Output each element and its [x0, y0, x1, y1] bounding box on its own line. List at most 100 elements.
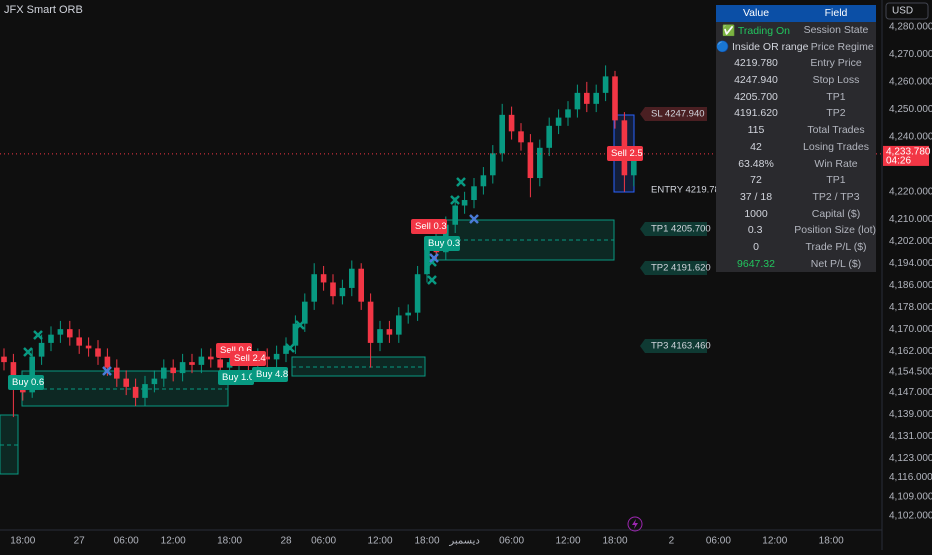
candle-body	[179, 362, 186, 374]
y-tick-label: 4,102.000	[889, 511, 932, 522]
trade-tag	[607, 146, 643, 161]
candle-body	[386, 329, 393, 335]
trade-tag	[8, 375, 44, 390]
y-tick-label: 4,162.000	[889, 346, 932, 357]
trade-label: Sell 2.5	[611, 148, 643, 159]
or-midlines	[0, 239, 614, 446]
event-icon[interactable]	[627, 516, 643, 532]
candle-body	[584, 92, 590, 104]
stats-table: Value Field ✅ Trading On Session State 🔵 Ins…	[716, 5, 876, 272]
x-tick-label: 2	[669, 536, 675, 547]
y-tick-label: 4,240.000	[889, 131, 932, 142]
candle-body	[114, 367, 120, 379]
field-cell: Win Rate	[814, 157, 858, 170]
x-tick-label: ديسمبر	[448, 536, 479, 547]
event-icon-bolt	[632, 519, 638, 529]
y-tick-label: 4,170.000	[889, 324, 932, 335]
candle-body	[85, 345, 92, 349]
table-row: 1000 Capital ($)	[716, 205, 876, 222]
y-tick-label: 4,178.000	[889, 302, 932, 313]
candle-body	[574, 92, 581, 110]
trade-tag	[230, 351, 266, 366]
x-tick-label: 06:00	[706, 536, 731, 547]
y-tick-label: 4,123.000	[889, 453, 932, 464]
candle-body	[480, 175, 487, 187]
x-tick-label: 18:00	[602, 536, 627, 547]
candle-body	[424, 246, 430, 275]
y-tick-label: 4,202.000	[889, 236, 932, 247]
field-cell: Position Size (lot)	[794, 224, 876, 237]
candle-body	[273, 353, 280, 360]
candle-body	[311, 274, 317, 302]
trade-label: Buy 0.6	[12, 377, 44, 388]
candle-body	[170, 367, 176, 374]
value-cell: 115	[747, 124, 765, 137]
candle-body	[132, 386, 139, 398]
table-row: 4247.940 Stop Loss	[716, 71, 876, 89]
signal-marker	[429, 253, 439, 263]
level-tag	[640, 222, 707, 236]
candle-body	[555, 117, 562, 126]
x-tick-label: 06:00	[311, 536, 336, 547]
trade-tag	[424, 236, 460, 251]
table-row: 42 Losing Trades	[716, 138, 876, 156]
table-row: 9647.32 Net P/L ($)	[716, 255, 876, 272]
candle-body	[565, 109, 571, 118]
x-tick-label: 18:00	[414, 536, 439, 547]
value-cell: 9647.32	[737, 257, 775, 270]
candle-body	[490, 153, 496, 176]
value-cell: 0	[753, 240, 759, 253]
candle-body	[29, 356, 35, 393]
candle-body	[339, 287, 346, 297]
candle-body	[593, 92, 599, 104]
x-tick-label: 18:00	[819, 536, 844, 547]
field-cell: TP2	[826, 107, 846, 120]
signal-marker	[295, 320, 305, 330]
candle-body	[95, 348, 101, 357]
candle-body	[358, 268, 364, 302]
table-row: 4191.620 TP2	[716, 105, 876, 122]
field-cell: Capital ($)	[811, 207, 861, 220]
candle-body	[631, 153, 637, 176]
candle-body	[546, 125, 552, 148]
table-row: 4205.700 TP1	[716, 88, 876, 106]
table-row: 72 TP1	[716, 171, 876, 189]
countdown: 04:26	[886, 156, 911, 167]
trade-label: Sell 0.6	[220, 345, 252, 356]
trade-tag	[411, 219, 447, 234]
field-cell: Total Trades	[807, 124, 865, 137]
y-tick-label: 4,220.000	[889, 186, 932, 197]
y-tick-label: 4,109.000	[889, 491, 932, 502]
candle-body	[367, 301, 374, 343]
y-tick-label: 4,210.000	[889, 214, 932, 225]
currency-button[interactable]	[885, 2, 929, 20]
candle-body	[57, 329, 64, 335]
trade-label: Sell 2.4	[234, 353, 266, 364]
signal-marker	[33, 330, 43, 340]
header-cell: Field	[824, 7, 848, 20]
candle-body	[198, 356, 205, 365]
value-cell: 4219.780	[734, 57, 778, 70]
level-tag	[640, 261, 707, 275]
x-tick-label: 12:00	[555, 536, 580, 547]
candle-body	[226, 362, 233, 368]
y-tick-label: 4,131.000	[889, 431, 932, 442]
field-cell: Session State	[803, 24, 869, 37]
chart-title: JFX Smart ORB	[4, 4, 83, 16]
y-tick-label: 4,270.000	[889, 49, 932, 60]
level-label: TP2 4191.620	[651, 263, 711, 274]
value-cell: 42	[750, 140, 762, 153]
currency[interactable]: USD	[892, 6, 913, 17]
candle-body	[508, 114, 515, 132]
candle-body	[602, 76, 609, 93]
signal-marker	[285, 343, 295, 353]
y-tick-label: 4,154.500	[889, 366, 932, 377]
x-tick-label: 28	[280, 536, 292, 547]
candle-body	[396, 315, 402, 335]
value-cell: 63.48%	[738, 157, 774, 170]
field-cell: TP1	[826, 174, 846, 187]
signal-marker	[23, 347, 33, 357]
value-cell: 4191.620	[734, 107, 778, 120]
level-label: ENTRY 4219.780	[651, 185, 725, 196]
